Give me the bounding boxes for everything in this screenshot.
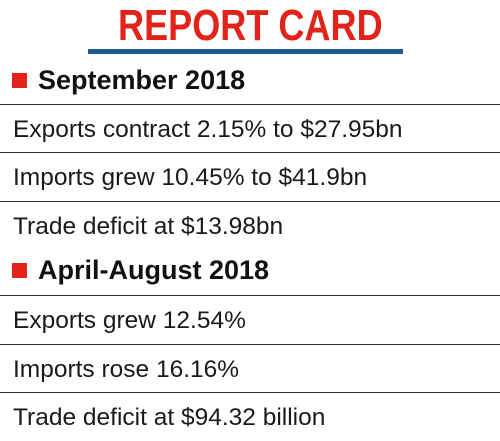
section-heading-label: September 2018 xyxy=(38,65,246,95)
divider xyxy=(0,104,500,105)
page-title: REPORT CARD xyxy=(117,1,383,50)
section-heading-label: April-August 2018 xyxy=(38,255,270,285)
list-item: Exports contract 2.15% to $27.95bn xyxy=(13,116,403,143)
divider xyxy=(0,152,500,153)
list-item: Imports grew 10.45% to $41.9bn xyxy=(13,164,368,191)
divider xyxy=(0,344,500,345)
square-bullet-icon xyxy=(12,72,27,88)
square-bullet-icon xyxy=(12,262,27,278)
list-item: Trade deficit at $13.98bn xyxy=(13,213,284,240)
section-heading-september: September 2018 xyxy=(12,63,245,97)
section-heading-april-august: April-August 2018 xyxy=(12,253,269,287)
divider xyxy=(0,392,500,393)
title-underline xyxy=(88,49,403,54)
list-item: Trade deficit at $94.32 billion xyxy=(13,404,326,431)
report-card-header: REPORT CARD xyxy=(0,0,500,52)
divider xyxy=(0,295,500,296)
list-item: Imports rose 16.16% xyxy=(13,356,240,383)
divider xyxy=(0,201,500,202)
list-item: Exports grew 12.54% xyxy=(13,307,246,334)
